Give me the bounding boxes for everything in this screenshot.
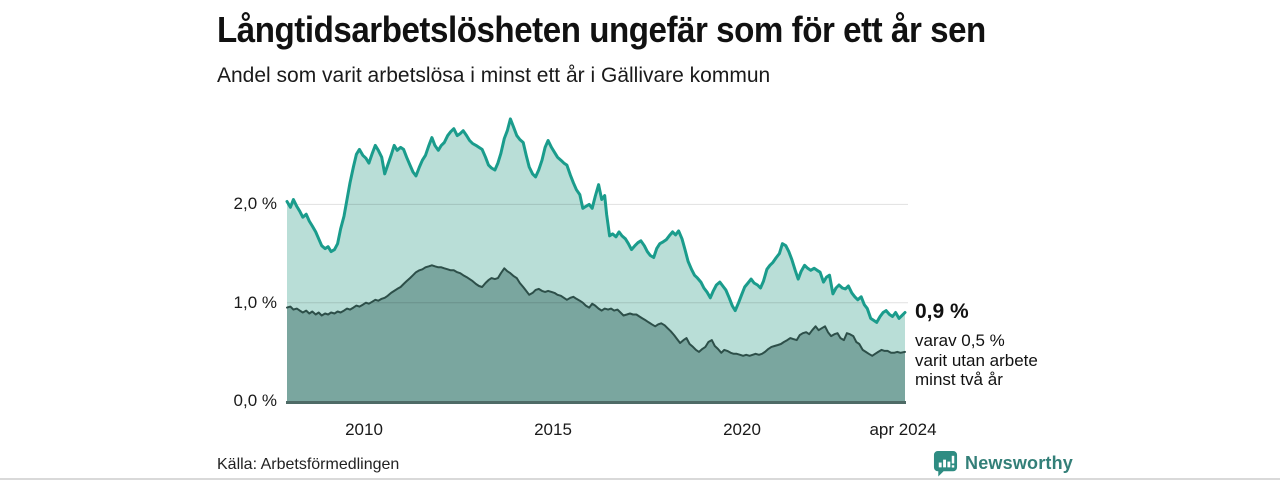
page-subtitle: Andel som varit arbetslösa i minst ett å… (217, 64, 771, 87)
brand-name: Newsworthy (965, 453, 1074, 473)
page-title: Långtidsarbetslösheten ungefär som för e… (217, 9, 986, 50)
annotation-line: varav 0,5 % (915, 331, 1005, 350)
newsworthy-logo-icon (933, 450, 958, 477)
annotation-line: minst två år (915, 370, 1003, 389)
end-value-label: 0,9 % (915, 300, 969, 323)
y-tick-label: 2,0 % (233, 194, 277, 213)
x-tick-label: apr 2024 (869, 420, 937, 439)
y-tick-label: 1,0 % (233, 293, 277, 312)
area-fill-series-2 (287, 265, 905, 402)
source-note: Källa: Arbetsförmedlingen (217, 456, 400, 473)
end-value-sublabel: varav 0,5 % varit utan arbete minst två … (915, 331, 1038, 390)
line-series-2 (286, 264, 906, 357)
line-series-1 (285, 117, 907, 324)
brand-lockup: Newsworthy (933, 450, 1073, 477)
x-tick-label: 2010 (345, 420, 383, 439)
x-tick-label: 2020 (723, 420, 761, 439)
annotation-line: varit utan arbete (915, 350, 1038, 370)
x-tick-label: 2015 (534, 420, 572, 439)
y-tick-label: 0,0 % (233, 391, 277, 410)
bottom-divider (0, 478, 1280, 480)
